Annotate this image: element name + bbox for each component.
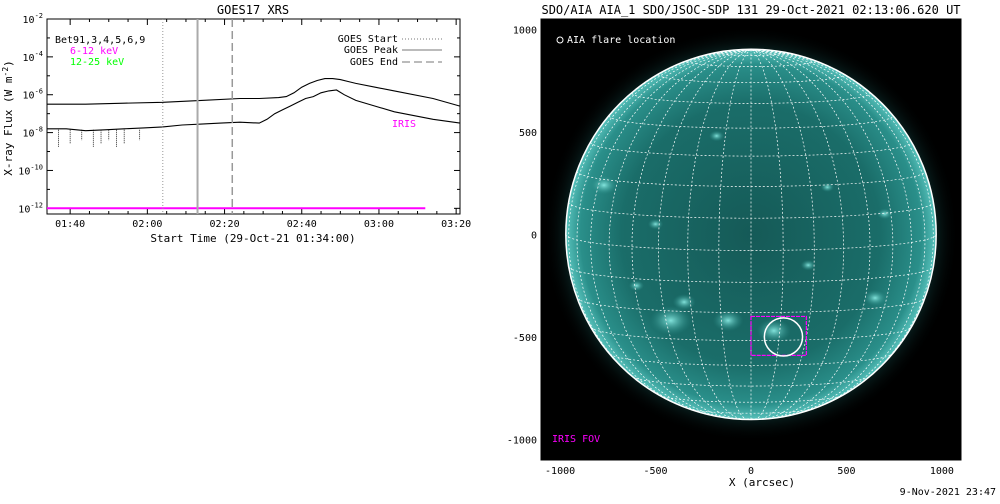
band-legend-2: 12-25 keV — [70, 57, 124, 68]
grid-line — [687, 49, 752, 420]
iris-fov-label: IRIS FOV — [552, 434, 600, 445]
grid-line — [750, 49, 926, 415]
grid-line — [689, 408, 813, 414]
goes-xrs-chart: GOES17 XRS 10-2 10-4 10-6 10-8 10-10 10-12 01… — [1, 3, 471, 245]
grid-line — [590, 49, 752, 417]
grid-line — [750, 49, 844, 420]
band-legend-0: Bet91,3,4,5,6,9 — [55, 35, 145, 46]
bright-region — [756, 318, 792, 343]
grid-line — [576, 171, 926, 187]
flare-legend-label: AIA flare location — [567, 35, 675, 46]
goes-y-axis: 10-2 10-4 10-6 10-8 10-10 10-12 — [18, 12, 460, 215]
grid-line — [608, 49, 752, 419]
grid-line — [590, 142, 912, 157]
iris-label: IRIS — [392, 119, 416, 130]
goes-xtick-label-5: 03:20 — [441, 219, 471, 230]
grid-line — [750, 49, 912, 417]
aia-x-axis: -1000 -500 0 500 1000 — [545, 19, 954, 477]
grid-line — [750, 49, 894, 419]
goes-series-0 — [47, 78, 461, 107]
marker-legend-peak: GOES Peak — [344, 45, 398, 56]
grid-line — [687, 60, 815, 67]
goes-ytick-label-5: 10-12 — [18, 201, 43, 215]
aia-title: SDO/AIA AIA_1 SDO/JSOC-SDP 131 29-Oct-20… — [541, 3, 960, 17]
bright-region — [800, 259, 816, 271]
grid-line — [718, 49, 752, 420]
aia-image-panel: SDO/AIA AIA_1 SDO/JSOC-SDP 131 29-Oct-20… — [500, 0, 1000, 500]
goes-series-group — [47, 78, 461, 210]
bright-region — [863, 289, 887, 306]
footer-timestamp: 9-Nov-2021 23:47 — [899, 487, 996, 498]
aia-y-axis: 1000 500 0 -500 -1000 — [507, 25, 961, 446]
goes-xlabel: Start Time (29-Oct-21 01:34:00) — [150, 232, 355, 245]
goes-xtick-label-4: 03:00 — [364, 219, 394, 230]
bright-region — [672, 294, 696, 311]
grid-line — [718, 52, 784, 56]
bright-region — [590, 175, 618, 195]
aia-xlabel: X (arcsec) — [729, 476, 795, 489]
aia-xtick-label-0: -1000 — [545, 466, 575, 477]
aia-ytick-label-3: -500 — [513, 333, 537, 344]
aia-xtick-label-1: -500 — [643, 466, 667, 477]
grid-line — [750, 49, 934, 401]
grid-line — [608, 115, 894, 129]
grid-line — [568, 202, 934, 219]
solar-limb — [565, 48, 937, 421]
aia-xtick-label-3: 500 — [837, 466, 855, 477]
bright-region — [628, 280, 645, 291]
goes-xtick-label-3: 02:40 — [287, 219, 317, 230]
aia-ytick-label-2: 0 — [531, 230, 537, 241]
goes-ytick-label-0: 10-2 — [23, 12, 43, 26]
bright-region — [877, 208, 893, 220]
marker-legend-start: GOES Start — [338, 34, 398, 45]
grid-line — [631, 93, 871, 104]
goes-x-axis: 01:40 02:00 02:20 02:40 03:00 03:20 — [55, 19, 471, 230]
marker-legend-end: GOES End — [350, 57, 398, 68]
goes-xtick-label-1: 02:00 — [132, 219, 162, 230]
bright-region — [647, 218, 664, 230]
goes-xtick-label-2: 02:20 — [209, 219, 239, 230]
goes-ytick-label-2: 10-6 — [23, 88, 43, 102]
aia-ytick-label-1: 500 — [519, 128, 537, 139]
grid-line — [609, 353, 893, 366]
aia-image — [541, 19, 961, 460]
goes-xtick-label-0: 01:40 — [55, 219, 85, 230]
bright-regions — [590, 130, 893, 343]
grid-line — [565, 234, 937, 251]
aia-ytick-label-0: 1000 — [513, 25, 537, 36]
bright-region — [709, 130, 725, 142]
grid-line — [658, 74, 844, 84]
grid-line — [659, 395, 843, 403]
bright-region — [820, 182, 835, 192]
bright-region — [712, 309, 744, 332]
grid-line — [750, 49, 784, 420]
grid-line — [750, 49, 815, 420]
aia-ytick-label-4: -1000 — [507, 435, 537, 446]
flare-legend-icon — [556, 36, 564, 44]
flare-location-circle — [763, 317, 804, 357]
grid-line — [576, 49, 752, 415]
goes-plot-frame — [46, 18, 461, 215]
grid-line — [632, 376, 870, 387]
grid-line — [631, 49, 752, 419]
goes-xrs-panel: GOES17 XRS 10-2 10-4 10-6 10-8 10-10 10-12 01… — [0, 0, 500, 500]
goes-series-2 — [47, 89, 461, 132]
grid-line — [590, 327, 912, 341]
grid-line — [568, 266, 934, 283]
grid-line — [568, 49, 752, 401]
goes-ytick-label-4: 10-10 — [18, 163, 43, 177]
aia-xtick-label-4: 1000 — [930, 466, 954, 477]
bright-region — [649, 305, 692, 336]
goes-ytick-label-1: 10-4 — [23, 50, 43, 64]
aia-image-chart: SDO/AIA AIA_1 SDO/JSOC-SDP 131 29-Oct-20… — [507, 3, 962, 489]
grid-line — [658, 49, 752, 420]
grid-line — [750, 49, 871, 419]
aia-xtick-label-2: 0 — [748, 466, 754, 477]
band-legend-1: 6-12 keV — [70, 46, 118, 57]
goes-title: GOES17 XRS — [217, 3, 289, 17]
goes-ylabel: X-ray Flux (W m-2) — [1, 60, 15, 176]
goes-ytick-label-3: 10-8 — [23, 126, 43, 140]
